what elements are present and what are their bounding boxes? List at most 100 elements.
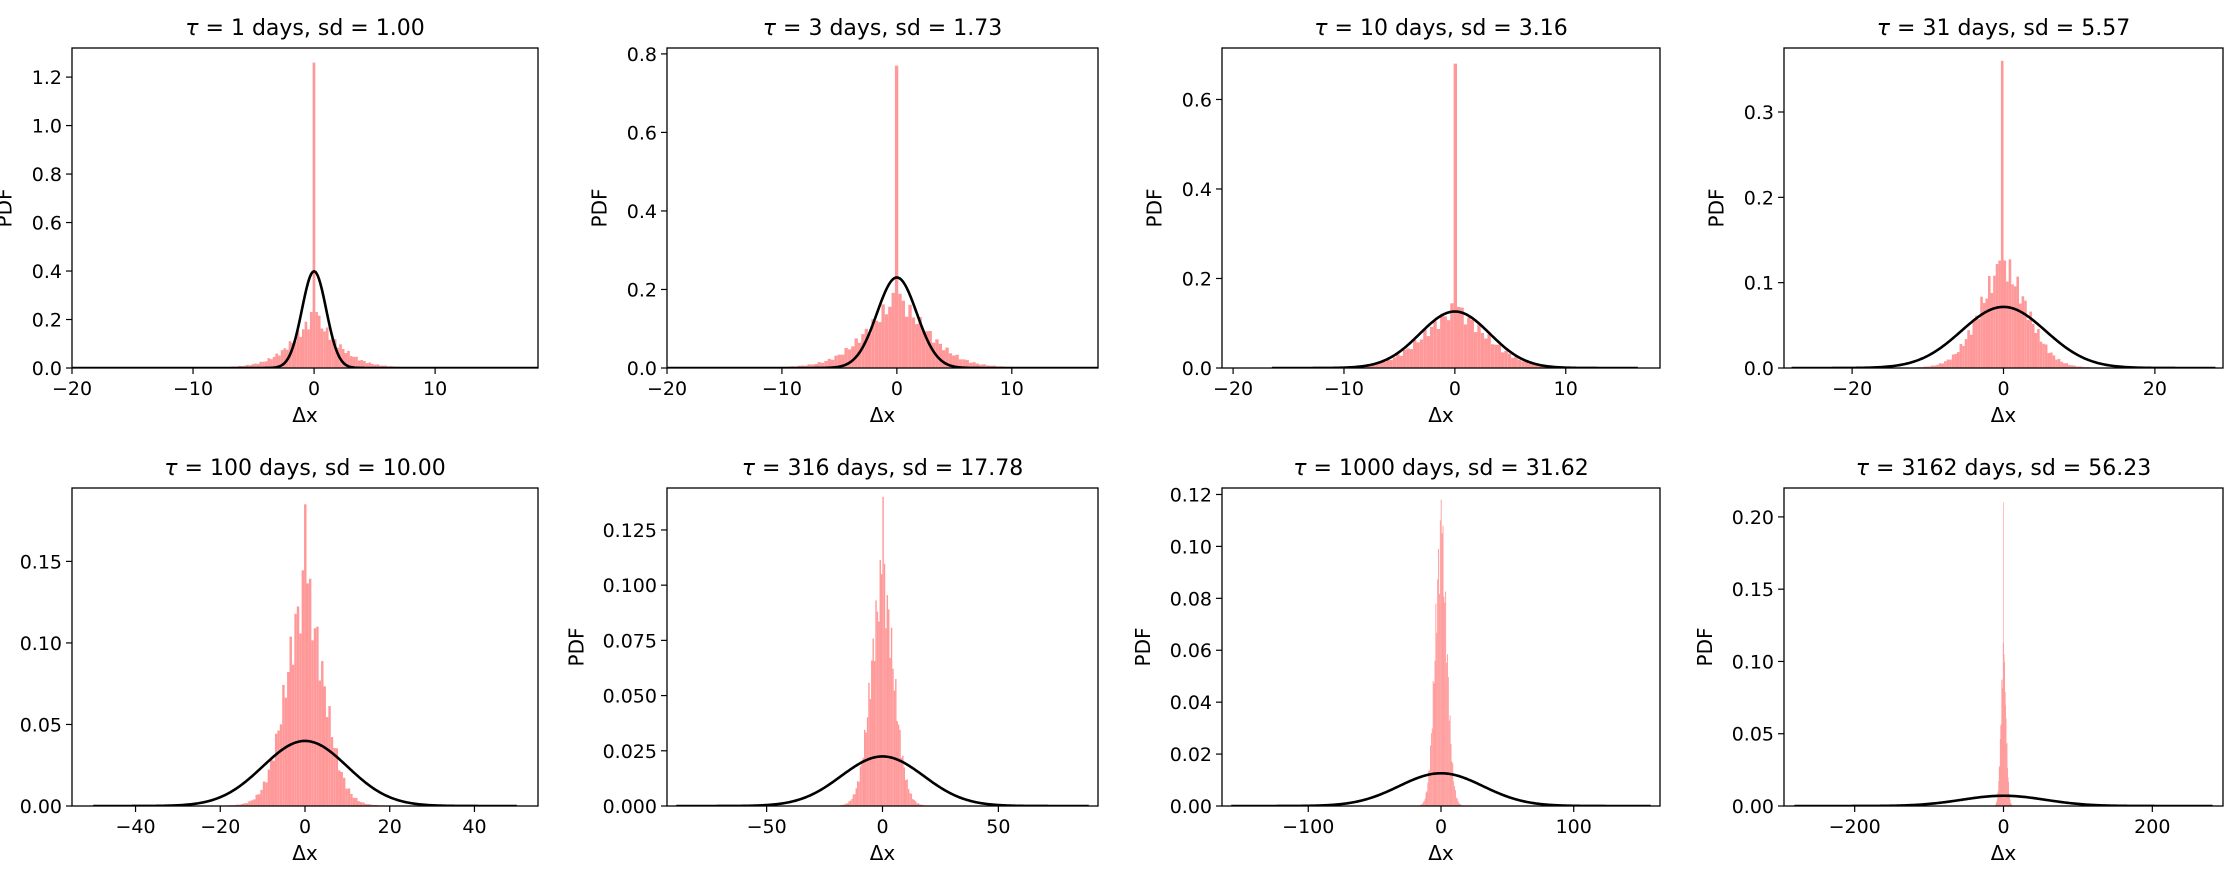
histogram-bar [912, 799, 914, 806]
histogram-bar [344, 353, 348, 368]
histogram-bar [359, 802, 363, 806]
histogram-bar [891, 292, 895, 368]
x-tick-label: 0 [876, 816, 888, 838]
subplot-title: τ = 1000 days, sd = 31.62 [1293, 456, 1588, 481]
histogram-bar [2050, 352, 2053, 368]
x-tick-label: 0 [308, 378, 320, 400]
plot-area [93, 504, 517, 806]
histogram-bar [1429, 327, 1434, 368]
histogram-bar [1944, 361, 1947, 368]
plot-area [1271, 63, 1638, 368]
x-tick-label: −10 [1324, 378, 1364, 400]
x-axis-label: Δx [870, 841, 896, 865]
histogram-bar [274, 733, 278, 806]
histogram-bar [262, 781, 266, 806]
histogram-bar [320, 328, 324, 368]
histogram-bar [1446, 320, 1451, 368]
histogram-bar [299, 633, 302, 806]
title-text: = 3162 days, sd = 56.23 [1869, 456, 2151, 481]
histogram-bar [938, 343, 942, 368]
histogram-bar [1460, 307, 1464, 368]
histogram-bar [862, 757, 865, 806]
histogram-bar [945, 347, 949, 368]
histogram-bar [240, 803, 244, 806]
y-axis-label: PDF [588, 189, 612, 228]
histogram-bar [900, 757, 903, 806]
histogram-bar [1423, 800, 1425, 806]
histogram-bar [1959, 343, 1963, 368]
histogram-bar [1931, 365, 1934, 368]
histogram-bar [2042, 343, 2045, 368]
histogram-bar [1443, 596, 1445, 806]
y-tick-label: 0.8 [627, 44, 657, 66]
x-tick-label: 40 [462, 816, 486, 838]
histogram-bar [340, 771, 343, 806]
histogram-bar [1487, 334, 1491, 368]
histogram-bar [1436, 632, 1438, 806]
tau-symbol: τ [1856, 456, 1870, 481]
histogram-bar [347, 350, 350, 368]
histogram-bar [250, 800, 254, 806]
histogram-bar [872, 638, 874, 806]
histogram-bar [864, 328, 868, 368]
histogram-bar [371, 363, 374, 368]
y-tick-label: 0.000 [603, 796, 657, 818]
histogram-bar [1422, 803, 1423, 806]
histogram-bar [2078, 366, 2082, 368]
histogram-bar [2009, 796, 2010, 806]
histogram-bar [854, 794, 856, 806]
histogram-bar [1956, 352, 1960, 368]
histogram-bar [323, 331, 326, 368]
histogram-bar [1964, 339, 1968, 368]
histogram-bar [347, 788, 351, 806]
histogram-bar [294, 341, 297, 368]
histogram-bar [1402, 349, 1407, 368]
subplot-2: −20 −10 0 10 0.0 0.2 0.4 0.6 0.8 τ = 3 days, sd =… [588, 16, 1099, 427]
histogram-bar [262, 361, 265, 368]
histogram-bar [889, 657, 891, 806]
histogram-bar [917, 803, 920, 806]
histogram-bar [882, 496, 884, 806]
subplot-title: τ = 31 days, sd = 5.57 [1877, 16, 2130, 41]
histogram-bar [948, 353, 953, 368]
title-text: = 3 days, sd = 1.73 [776, 16, 1002, 41]
histogram-bar [979, 364, 983, 368]
histogram-bar [1440, 313, 1444, 368]
x-axis-label: Δx [870, 403, 896, 427]
y-axis-label: PDF [1131, 628, 1155, 667]
x-tick-label: −20 [647, 378, 687, 400]
histogram-bar [890, 627, 893, 806]
histogram-bar [325, 717, 329, 806]
histogram-bar [886, 595, 889, 806]
histogram-bar [352, 356, 356, 368]
histogram-bar [916, 803, 918, 806]
histogram-bar [1438, 594, 1440, 806]
histogram-bar [289, 636, 292, 806]
histogram-bar [907, 788, 910, 806]
histogram-bar [255, 794, 258, 806]
histogram-bar [1504, 350, 1508, 368]
histogram-bar [1435, 603, 1437, 806]
histogram-bar [1382, 362, 1387, 368]
histogram-bar [280, 350, 284, 368]
histogram-bar [270, 759, 273, 806]
histogram-bar [2062, 363, 2066, 368]
subplot-title: τ = 100 days, sd = 10.00 [164, 456, 445, 481]
histogram-bar [2003, 654, 2005, 806]
histogram-bar [2002, 642, 2004, 806]
title-text: = 31 days, sd = 5.57 [1890, 16, 2130, 41]
histogram-bar [1969, 334, 1973, 368]
histogram-bar [1449, 715, 1451, 806]
histogram-bar [908, 304, 912, 368]
subplot-4: −20 0 20 0.0 0.1 0.2 0.3 τ = 31 days, sd = 5.57… [1705, 16, 2224, 427]
histogram-bar [257, 794, 261, 806]
histogram-bar [878, 322, 882, 368]
histogram-bar [1443, 316, 1447, 368]
title-text: = 1000 days, sd = 31.62 [1307, 456, 1589, 481]
histogram-bar [857, 342, 862, 368]
histogram-bar [312, 62, 316, 368]
histogram-bar [880, 574, 883, 806]
y-tick-label: 0.15 [20, 551, 62, 573]
histogram-bar [1453, 781, 1455, 806]
histogram-bar [879, 559, 881, 806]
